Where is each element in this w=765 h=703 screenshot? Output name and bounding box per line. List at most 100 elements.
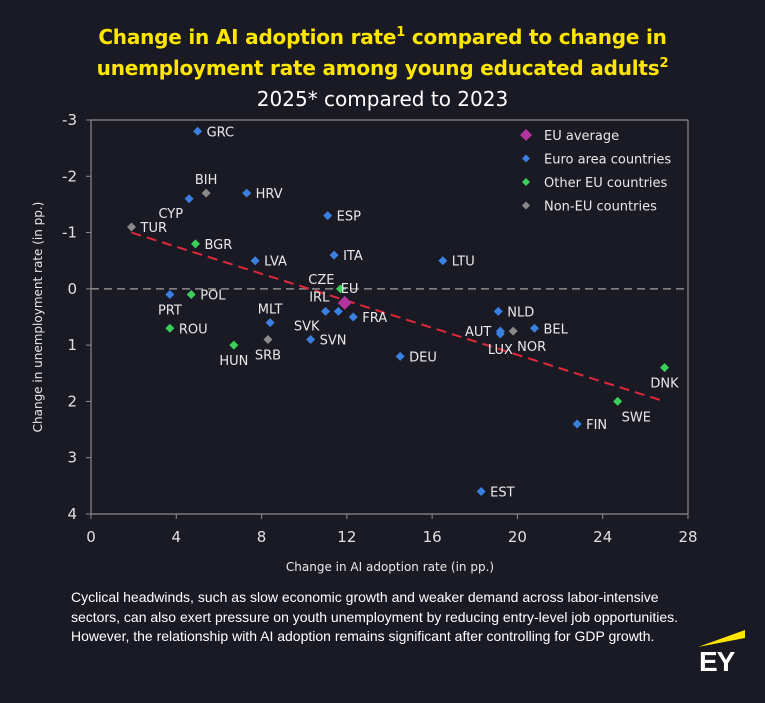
point-label-irl: IRL	[309, 290, 330, 305]
point-eu	[337, 295, 352, 310]
point-svk	[321, 306, 331, 316]
point-label-tur: TUR	[140, 221, 168, 236]
x-tick-label: 12	[337, 528, 356, 546]
trendline-group	[131, 231, 665, 403]
ey-logo: EY	[695, 628, 750, 680]
point-nld	[493, 306, 503, 316]
point-label-pol: POL	[200, 288, 226, 303]
point-ita	[329, 250, 339, 260]
point-label-ita: ITA	[343, 249, 363, 264]
point-svn	[306, 335, 316, 345]
chart-title-line-1: Change in AI adoption rate1 compared to …	[0, 22, 765, 53]
point-fin	[572, 419, 582, 429]
point-label-dnk: DNK	[650, 377, 679, 392]
data-points	[127, 126, 670, 496]
point-mlt	[265, 318, 275, 328]
y-tick-label: 0	[67, 280, 77, 298]
point-label-fra: FRA	[362, 311, 387, 326]
legend-marker-euro	[522, 154, 530, 163]
footnote-text: Cyclical headwinds, such as slow economi…	[71, 589, 678, 644]
point-label-esp: ESP	[337, 210, 361, 225]
point-label-bel: BEL	[543, 322, 568, 337]
point-pol	[186, 289, 196, 299]
point-label-hun: HUN	[219, 354, 248, 369]
ey-logo-text: EY	[699, 646, 735, 677]
legend-label-other-eu: Other EU countries	[544, 176, 668, 191]
trendline	[131, 231, 665, 403]
title-text-2: unemployment rate among young educated a…	[96, 56, 660, 80]
x-tick-label: 20	[508, 528, 527, 546]
y-tick-label: 3	[67, 449, 77, 467]
legend-marker-non-eu	[522, 201, 530, 210]
chart-title-line-2: unemployment rate among young educated a…	[0, 53, 765, 84]
footnote-marker-2: 2	[659, 56, 669, 71]
x-tick-label: 8	[257, 528, 267, 546]
point-label-nor: NOR	[517, 340, 546, 355]
point-swe	[613, 396, 623, 406]
x-tick-label: 16	[423, 528, 442, 546]
point-label-aut: AUT	[465, 325, 491, 340]
point-label-eu: EU	[341, 282, 359, 297]
legend-label-euro: Euro area countries	[544, 153, 671, 168]
point-labels: GRC BIH CYP HRV TUR ESP BGR ITA LVA LTU PRT POL CZE E…	[140, 125, 680, 500]
point-label-grc: GRC	[207, 125, 235, 140]
ey-logo-beam-icon	[698, 630, 745, 647]
y-axis-title: Change in unemployment rate (in pp.)	[31, 202, 45, 433]
point-grc	[193, 126, 203, 136]
point-dnk	[660, 363, 670, 373]
legend-label-non-eu: Non-EU countries	[544, 200, 657, 215]
point-label-lux: LUX	[488, 343, 513, 358]
footnote-marker-1: 1	[396, 25, 406, 40]
point-bih	[201, 188, 211, 198]
x-tick-label: 0	[86, 528, 96, 546]
point-label-bih: BIH	[195, 173, 218, 188]
y-tick-label: 1	[67, 336, 77, 354]
point-label-nld: NLD	[507, 305, 534, 320]
point-bgr	[190, 239, 200, 249]
title-text-1-rest: compared to change in	[405, 25, 667, 49]
chart-title-block: Change in AI adoption rate1 compared to …	[0, 22, 765, 115]
point-bel	[529, 323, 539, 333]
x-tick-label: 4	[172, 528, 182, 546]
y-tick-label: -1	[62, 224, 77, 242]
point-label-srb: SRB	[255, 349, 281, 364]
y-tick-label: 4	[67, 505, 77, 523]
title-text-1: Change in AI adoption rate	[98, 25, 397, 49]
point-label-svk: SVK	[294, 319, 320, 334]
point-ltu	[438, 256, 448, 266]
point-tur	[127, 222, 137, 232]
x-axis-title: Change in AI adoption rate (in pp.)	[286, 560, 494, 574]
point-rou	[165, 323, 175, 333]
legend-marker-other-eu	[522, 178, 530, 186]
point-label-deu: DEU	[409, 350, 437, 365]
x-tick-label: 28	[678, 528, 697, 546]
point-nor	[508, 326, 518, 336]
point-label-bgr: BGR	[204, 238, 232, 253]
point-label-lva: LVA	[264, 255, 287, 270]
point-label-swe: SWE	[622, 410, 651, 425]
point-srb	[263, 335, 273, 345]
point-label-fin: FIN	[586, 418, 607, 433]
y-tick-label: -3	[62, 111, 77, 129]
point-label-ltu: LTU	[452, 255, 475, 270]
point-est	[476, 486, 486, 496]
point-label-cyp: CYP	[158, 207, 183, 222]
legend-marker-eu	[520, 129, 532, 141]
point-label-hrv: HRV	[256, 187, 283, 202]
point-label-est: EST	[490, 485, 514, 500]
point-label-cze: CZE	[308, 273, 334, 288]
point-deu	[395, 351, 405, 361]
point-lva	[250, 256, 260, 266]
point-fra	[348, 312, 358, 322]
point-label-mlt: MLT	[258, 303, 283, 318]
legend-label-eu: EU average	[544, 129, 619, 144]
y-tick-label: 2	[67, 392, 77, 410]
point-hrv	[242, 188, 252, 198]
point-prt	[165, 289, 175, 299]
point-cyp	[184, 194, 194, 204]
point-label-rou: ROU	[179, 322, 208, 337]
point-lux	[495, 329, 505, 339]
point-esp	[323, 211, 333, 221]
